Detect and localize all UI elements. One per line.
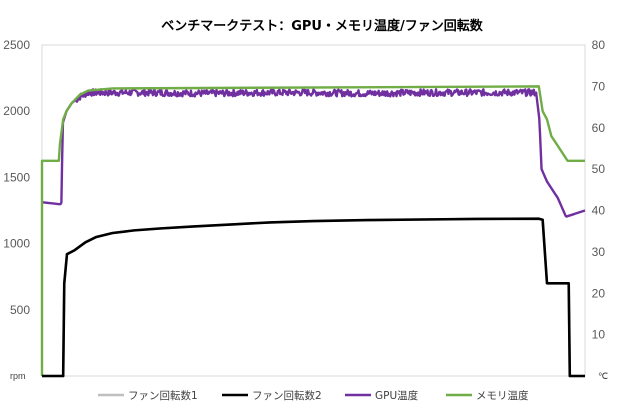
- right-axis-tick-label: 50: [592, 162, 606, 176]
- right-axis-tick-label: 10: [592, 328, 606, 342]
- legend-label-4: メモリ温度: [476, 389, 529, 402]
- plot-lines: [40, 85, 586, 378]
- series-line-4: [40, 85, 585, 376]
- series-line-2: [42, 217, 585, 378]
- legend: ファン回転数1 ファン回転数2 GPU温度 メモリ温度: [98, 389, 529, 402]
- legend-label-1: ファン回転数1: [128, 389, 198, 402]
- left-axis-tick-label: 1500: [3, 170, 30, 184]
- chart-title: ベンチマークテスト：GPU・メモリ温度/ファン回転数: [161, 18, 484, 34]
- series-line-3: [41, 88, 586, 218]
- legend-label-3: GPU温度: [375, 389, 419, 402]
- right-axis-unit-label: ℃: [598, 371, 608, 381]
- left-axis-tick-label: 2500: [3, 38, 30, 52]
- right-axis-tick-label: 40: [592, 204, 606, 218]
- axes: 2500 2000 1500 1000 500 rpm 80 70 60 50 40 30 20 10 ℃: [3, 38, 608, 381]
- right-axis-tick-label: 60: [592, 121, 606, 135]
- legend-label-2: ファン回転数2: [252, 389, 322, 402]
- left-axis-tick-label: 1000: [3, 237, 30, 251]
- left-axis-tick-label: 2000: [3, 104, 30, 118]
- left-axis-tick-label: 500: [10, 303, 30, 317]
- right-axis-tick-label: 70: [592, 79, 606, 93]
- right-axis-tick-label: 20: [592, 286, 606, 300]
- left-axis-unit-label: rpm: [10, 371, 26, 381]
- right-axis-tick-label: 80: [592, 38, 606, 52]
- right-axis-tick-label: 30: [592, 245, 606, 259]
